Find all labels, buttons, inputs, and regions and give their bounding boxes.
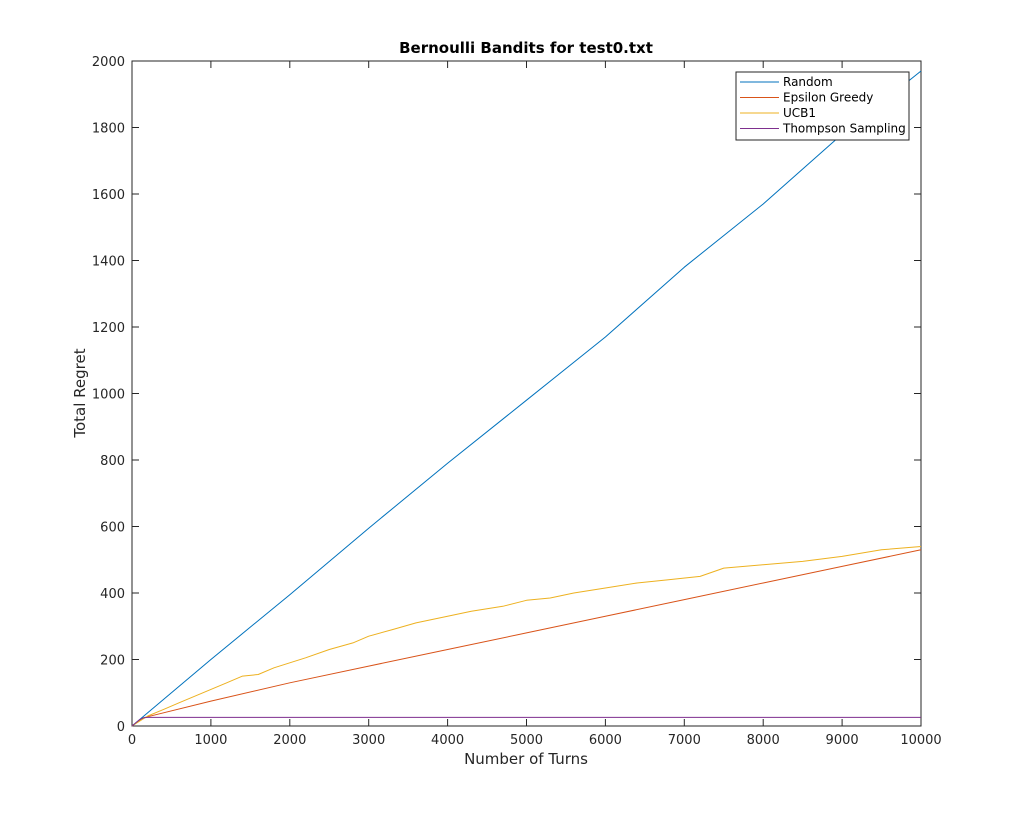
x-tick-label: 6000 (589, 733, 622, 748)
y-tick-label: 400 (100, 587, 125, 602)
x-tick-label: 1000 (194, 733, 227, 748)
y-tick-label: 1400 (92, 255, 125, 270)
y-tick-label: 2000 (92, 55, 125, 70)
x-tick-label: 5000 (510, 733, 543, 748)
chart-title: Bernoulli Bandits for test0.txt (399, 39, 653, 57)
y-tick-label: 1600 (92, 188, 125, 203)
x-tick-label: 3000 (352, 733, 385, 748)
series-line-ucb1 (131, 546, 922, 727)
legend-label-thompson-sampling: Thompson Sampling (782, 122, 906, 136)
x-tick-label: 10000 (900, 733, 941, 748)
series-lines (131, 70, 922, 727)
x-axis-label: Number of Turns (464, 750, 588, 768)
series-line-thompson-sampling (131, 716, 921, 727)
y-tick-label: 1200 (92, 321, 125, 336)
y-axis-label: Total Regret (71, 348, 89, 438)
y-tick-label: 0 (117, 720, 125, 735)
y-tick-label: 200 (100, 654, 125, 669)
series-line-random (131, 70, 922, 727)
x-tick-label: 2000 (273, 733, 306, 748)
x-tick-label: 0 (128, 733, 136, 748)
x-tick-label: 8000 (747, 733, 780, 748)
legend-label-ucb1: UCB1 (783, 106, 816, 120)
y-tick-label: 1000 (92, 388, 125, 403)
plot-area (131, 60, 922, 727)
y-tick-label: 800 (100, 454, 125, 469)
y-axis-ticks: 0 200 400 600 800 1000 1200 1400 1600 1800 2000 (92, 55, 921, 735)
y-tick-label: 600 (100, 521, 125, 536)
x-tick-label: 9000 (826, 733, 859, 748)
x-axis-ticks: 0 1000 2000 3000 4000 5000 6000 7000 8000 9000 100… (128, 61, 942, 748)
legend-label-random: Random (783, 75, 833, 89)
x-tick-label: 7000 (668, 733, 701, 748)
x-tick-label: 4000 (431, 733, 464, 748)
legend-label-epsilon-greedy: Epsilon Greedy (783, 91, 873, 105)
y-tick-label: 1800 (92, 122, 125, 137)
